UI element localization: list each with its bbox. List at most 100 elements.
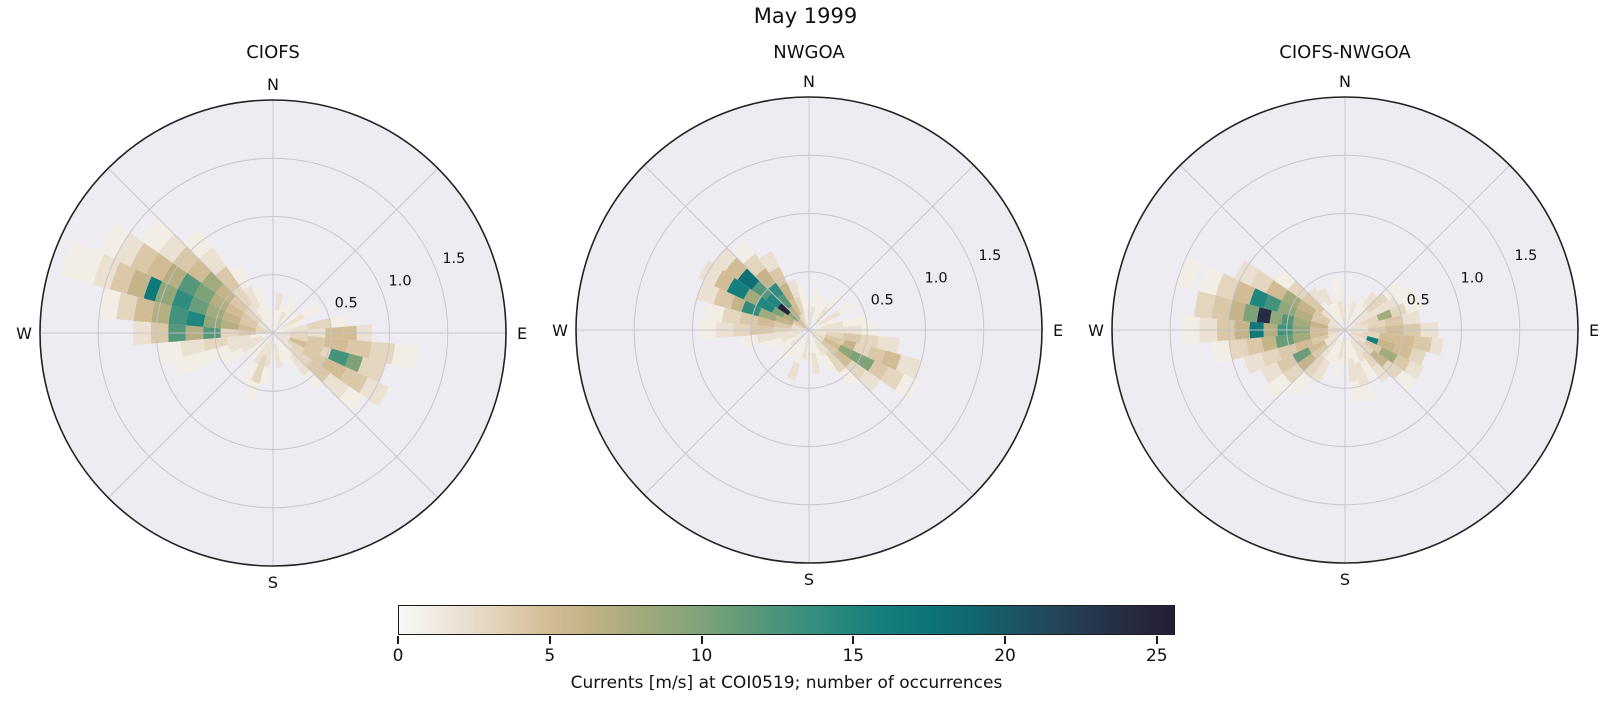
rose-cell [825,350,847,373]
polar-plot-svg: 0.5 1.0 1.5 N E S W [552,72,1063,589]
rose-cell [1395,334,1415,349]
rose-cell [1346,301,1358,325]
rose-cell [391,343,419,371]
rose-cell [809,335,816,354]
rose-cell [143,276,163,302]
rose-cell [1292,333,1312,344]
rose-cell [853,342,871,358]
rose-cell [114,232,145,267]
rose-cell [1311,343,1329,359]
rose-cell [751,280,772,300]
panel-title-ciofs: CIOFS [246,42,300,63]
colorbar-tick-mark [700,636,703,644]
rose-cell [811,334,826,357]
rose-cell [713,288,736,309]
rose-cell [1311,315,1330,326]
rose-cell [758,307,778,321]
colorbar-tick-label: 5 [544,646,556,666]
figure-title: May 1999 [753,4,858,28]
rose-cell [156,341,183,364]
rose-cell [1378,347,1398,364]
rose-cell [301,347,326,367]
rose-cell [756,296,776,313]
rose-cell [277,342,294,365]
rose-cell [1359,358,1376,378]
rose-cell [730,295,746,312]
rose-cell [713,247,737,272]
rose-cell [1378,333,1398,344]
rose-cell [1294,339,1314,353]
rose-cells [1176,256,1444,404]
rose-cell [1297,299,1317,316]
colorbar-tick-mark [1004,636,1007,644]
radial-tick-label: 0.5 [335,296,358,312]
colorbar-tick-label: 20 [994,646,1016,666]
polar-plot-svg: 0.5 1.0 1.5 N E S W [16,75,527,592]
rose-cell [284,323,308,332]
rose-cell [225,302,245,319]
rose-cell [1376,339,1396,353]
rose-cells [696,239,922,401]
rose-cell [1349,298,1366,321]
rose-cell [1360,382,1377,404]
rose-cell [329,313,349,328]
rose-cell [739,311,759,326]
grid-spoke [1179,329,1346,496]
rose-cell [1350,331,1368,340]
rose-cell [230,295,249,313]
grid-spoke [808,329,975,496]
polar-grid [1112,97,1578,563]
rose-cell [306,317,332,330]
rose-cell [741,300,762,317]
grid-spoke [1344,329,1511,496]
colorbar-tick-label: 15 [842,646,865,666]
rose-cell [880,366,905,391]
rose-cell [842,333,862,344]
rose-cell [1282,363,1304,384]
grid-spoke [272,332,439,499]
rose-cell [1292,347,1312,364]
colorbar: 0 5 10 15 20 25 Currents [m/s] at COI0519; nu… [393,605,1175,715]
rose-cell [1292,316,1312,327]
rose-cell [737,268,760,290]
radial-tick-label: 1.5 [978,248,1001,264]
rose-cell [849,350,864,365]
rose-cell [721,307,742,324]
rose-cell [777,293,793,310]
rose-cell [151,301,172,324]
radial-tick-label: 1.0 [1461,270,1484,286]
rose-cell [1263,373,1292,401]
rose-cell [199,345,231,365]
rose-cell [1392,283,1419,306]
rose-cell [779,330,804,338]
rose-cell [1332,358,1343,377]
panel-title-nwgoa: NWGOA [773,42,845,63]
rose-cell [820,320,844,329]
rose-cell [798,314,809,330]
rose-cell [320,357,347,380]
nwgoa-rose-chart: 0.5 1.0 1.5 N E S W [539,60,1079,600]
rose-cell [187,258,212,283]
rose-cell [220,319,240,330]
rose-cell [1403,295,1424,314]
rose-cell [1354,361,1370,387]
rose-cell [1412,336,1433,353]
rose-cell [833,350,852,368]
rose-cell [1311,358,1331,383]
rose-cell [180,339,206,358]
rose-cell [205,303,226,320]
rose-cell [276,337,294,357]
rose-cell [1321,309,1341,327]
rose-cell [809,306,816,325]
rose-cell [1256,307,1272,324]
ciofs-nwgoa-rose-chart: 0.5 1.0 1.5 N E S W [1075,60,1611,600]
rose-cell [116,292,138,321]
rose-cell [1382,280,1403,300]
rose-cell [867,346,886,364]
rose-cell [774,320,793,329]
rose-cell [1408,348,1427,366]
rose-cell [222,310,242,324]
rose-cell [274,344,283,368]
rose-cell [1211,295,1233,320]
rose-cell [252,342,269,365]
